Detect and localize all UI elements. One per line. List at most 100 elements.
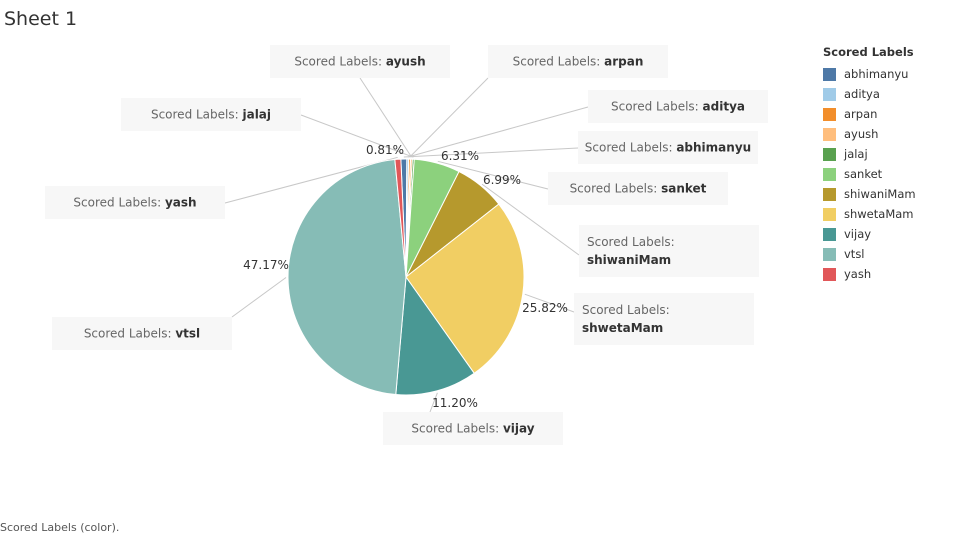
legend-item-vtsl[interactable]: vtsl (823, 244, 953, 264)
pct-label-vijay: 11.20% (432, 396, 478, 410)
legend-title: Scored Labels (823, 45, 914, 59)
callout-line-vtsl (231, 277, 287, 318)
legend-swatch (823, 127, 836, 141)
legend-label: vtsl (844, 247, 865, 261)
callout-line-aditya (407, 106, 589, 158)
callout-aditya[interactable]: Scored Labels: aditya (588, 90, 768, 123)
legend-swatch (823, 267, 836, 281)
legend-item-abhimanyu[interactable]: abhimanyu (823, 64, 953, 84)
callout-prefix: Scored Labels: (587, 235, 675, 249)
legend-label: shiwaniMam (844, 187, 916, 201)
legend-swatch (823, 107, 836, 121)
legend-item-jalaj[interactable]: jalaj (823, 144, 953, 164)
legend-item-aditya[interactable]: aditya (823, 84, 953, 104)
callout-text: Scored Labels: vijay (411, 422, 534, 436)
callout-prefix: Scored Labels: (513, 55, 605, 69)
callout-text: Scored Labels: aditya (611, 100, 745, 114)
legend-item-sanket[interactable]: sanket (823, 164, 953, 184)
callout-lines (224, 77, 589, 413)
callout-box (574, 293, 754, 345)
legend-items: abhimanyu aditya arpan ayush jalaj sanket shiw… (823, 64, 953, 284)
callout-prefix: Scored Labels: (411, 422, 503, 436)
pie-slice-shwetaMam[interactable] (405, 203, 525, 374)
callout-box (45, 186, 225, 219)
callout-name: shiwaniMam (587, 253, 671, 267)
callout-name: vijay (503, 422, 535, 436)
callout-text: Scored Labels: vtsl (84, 327, 200, 341)
callout-line-sanket (437, 160, 549, 190)
callout-box (579, 225, 759, 277)
legend-label: sanket (844, 167, 883, 181)
legend-label: ayush (844, 127, 879, 141)
callout-shiwaniMam[interactable]: Scored Labels: shiwaniMam (579, 225, 759, 277)
callout-text: Scored Labels: abhimanyu (585, 141, 751, 155)
pct-label-abhimanyu: 0.81% (366, 143, 404, 157)
callout-line-abhimanyu (403, 147, 579, 158)
callout-abhimanyu[interactable]: Scored Labels: abhimanyu (578, 131, 758, 164)
callout-name: yash (165, 196, 197, 210)
callout-name: ayush (386, 55, 426, 69)
callout-line-vijay (429, 392, 438, 413)
legend-item-arpan[interactable]: arpan (823, 104, 953, 124)
callout-text: Scored Labels: jalaj (151, 108, 271, 122)
callout-box (52, 317, 232, 350)
callout-box (548, 172, 728, 205)
pie-slice-vijay[interactable] (395, 275, 475, 396)
legend-label: vijay (844, 227, 872, 241)
callout-sanket[interactable]: Scored Labels: sanket (548, 172, 728, 205)
callout-box (121, 98, 301, 131)
callout-text: Scored Labels: yash (73, 196, 196, 210)
callout-text: Scored Labels: ayush (294, 55, 425, 69)
legend-item-shiwaniMam[interactable]: shiwaniMam (823, 184, 953, 204)
callout-vtsl[interactable]: Scored Labels: vtsl (52, 317, 232, 350)
sheet-title: Sheet 1 (4, 8, 78, 30)
pct-label-vtsl: 47.17% (243, 258, 289, 272)
callout-yash[interactable]: Scored Labels: yash (45, 186, 225, 219)
callout-text: Scored Labels: arpan (513, 55, 644, 69)
legend-swatch (823, 207, 836, 221)
legend-item-vijay[interactable]: vijay (823, 224, 953, 244)
pie-slice-yash[interactable] (394, 158, 407, 278)
legend-item-yash[interactable]: yash (823, 264, 953, 284)
footer-caption: Scored Labels (color). (0, 521, 120, 534)
callout-line-shwetaMam (524, 293, 575, 313)
callout-name: aditya (703, 100, 745, 114)
callout-prefix: Scored Labels: (585, 141, 677, 155)
callout-prefix: Scored Labels: (73, 196, 165, 210)
pie-slices (287, 158, 525, 396)
color-legend: Scored Labels abhimanyu aditya arpan ayush j… (823, 45, 953, 284)
callout-prefix: Scored Labels: (84, 327, 176, 341)
callout-name: jalaj (241, 108, 271, 122)
pct-label-shwetaMam: 25.82% (522, 301, 568, 315)
legend-label: yash (844, 267, 872, 281)
callout-text: Scored Labels: sanket (570, 182, 707, 196)
legend-item-ayush[interactable]: ayush (823, 124, 953, 144)
callout-name: shwetaMam (582, 321, 663, 335)
callout-name: arpan (604, 55, 643, 69)
legend-item-shwetaMam[interactable]: shwetaMam (823, 204, 953, 224)
callout-name: abhimanyu (676, 141, 751, 155)
callout-jalaj[interactable]: Scored Labels: jalaj (121, 98, 301, 131)
callout-arpan[interactable]: Scored Labels: arpan (488, 45, 668, 78)
callout-box (578, 131, 758, 164)
callout-prefix: Scored Labels: (611, 100, 703, 114)
legend-label: shwetaMam (844, 207, 914, 221)
callout-box (270, 45, 450, 78)
callout-ayush[interactable]: Scored Labels: ayush (270, 45, 450, 78)
legend-swatch (823, 167, 836, 181)
pct-label-shiwaniMam: 6.99% (483, 173, 521, 187)
callout-vijay[interactable]: Scored Labels: vijay (383, 412, 563, 445)
legend-swatch (823, 67, 836, 81)
callout-shwetaMam[interactable]: Scored Labels: shwetaMam (574, 293, 754, 345)
pie-slice-vtsl[interactable] (287, 158, 407, 396)
callout-box (588, 90, 768, 123)
callout-prefix: Scored Labels: (151, 108, 243, 122)
legend-label: abhimanyu (844, 67, 909, 81)
callout-box (488, 45, 668, 78)
callout-box (383, 412, 563, 445)
callout-prefix: Scored Labels: (582, 303, 670, 317)
callout-prefix: Scored Labels: (294, 55, 386, 69)
